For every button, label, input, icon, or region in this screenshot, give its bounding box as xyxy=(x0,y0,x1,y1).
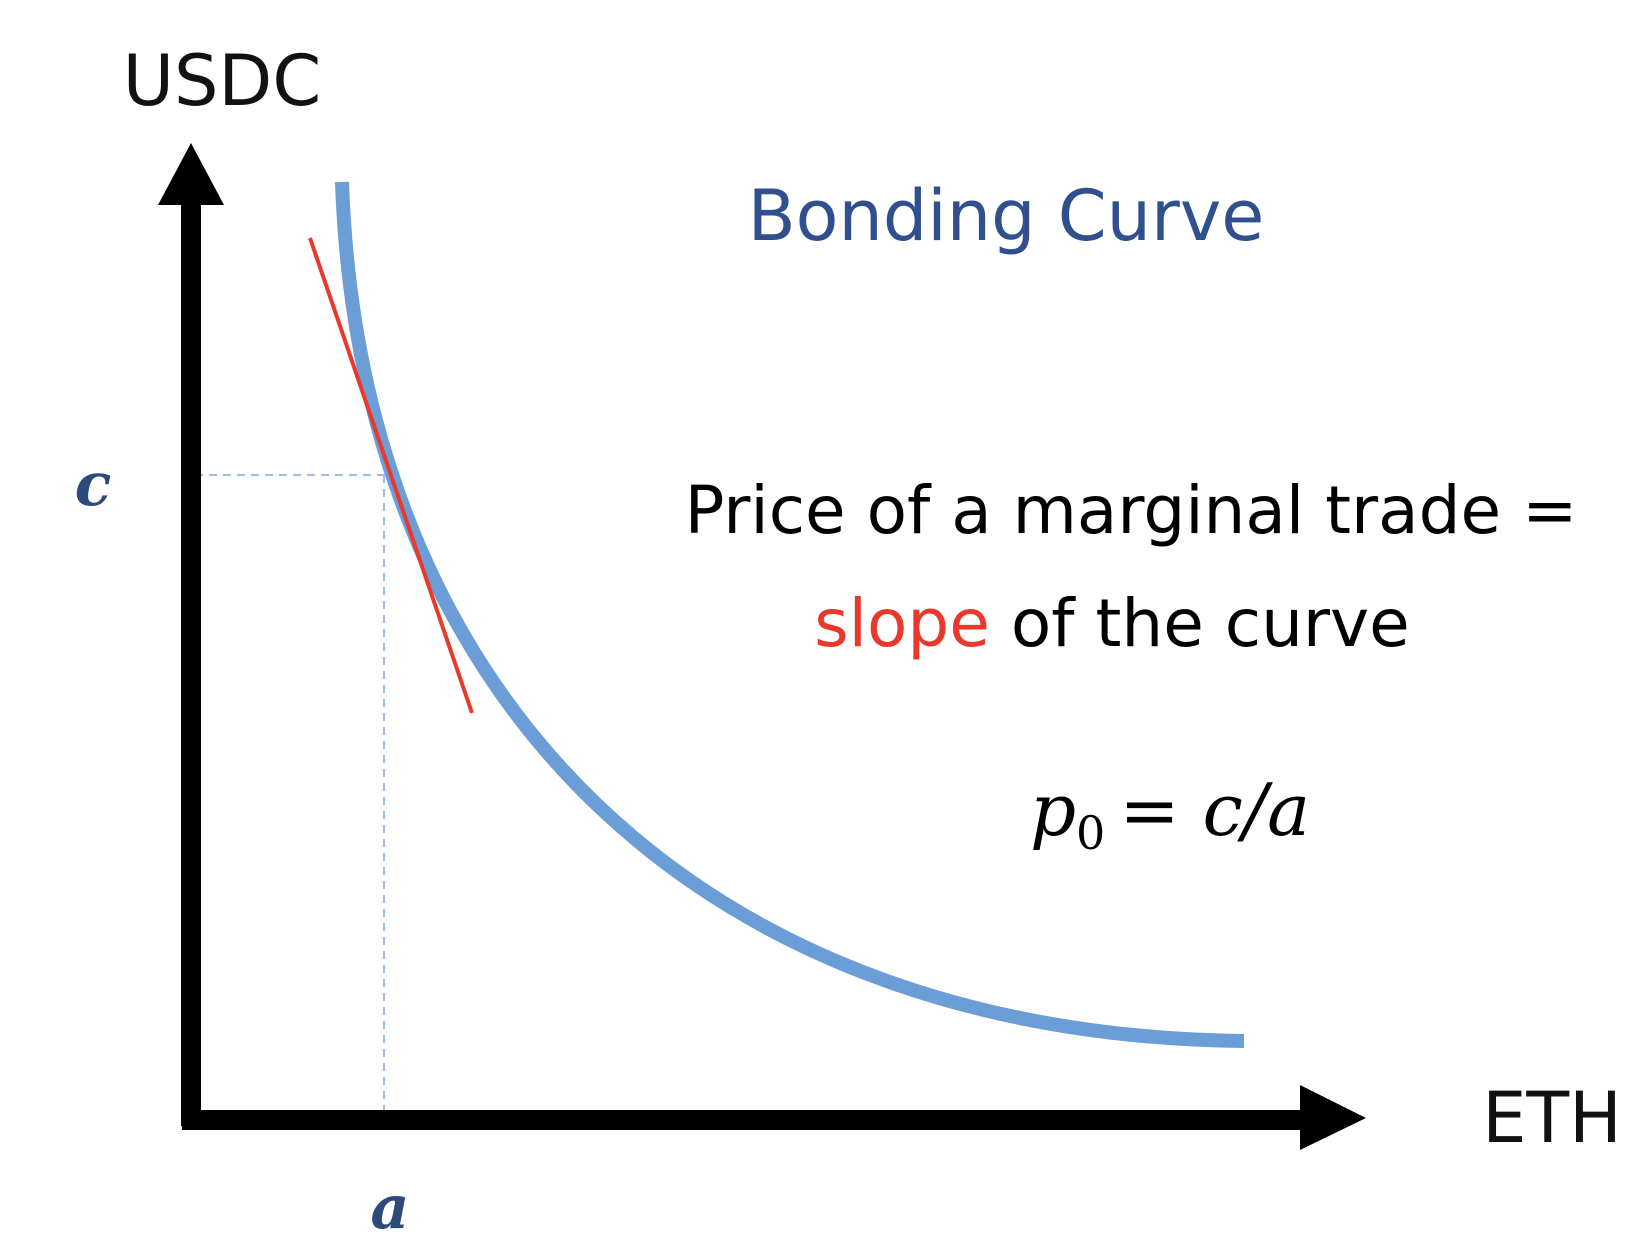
a-label: a xyxy=(371,1173,410,1243)
x-axis-arrow xyxy=(1300,1085,1366,1150)
formula-rest: = c/a xyxy=(1119,768,1310,852)
highlight: slope xyxy=(814,585,990,662)
x-axis-label: ETH xyxy=(1482,1077,1622,1159)
title: Bonding Curve xyxy=(748,175,1265,257)
formula: p0 = c/a xyxy=(1030,768,1310,860)
tangent-line xyxy=(308,237,474,714)
y-axis-arrow xyxy=(158,143,224,205)
y-axis-label: USDC xyxy=(123,40,321,122)
statement-rest: of the curve xyxy=(1011,585,1410,662)
statement-line: slope of the curve xyxy=(814,585,1409,662)
c-label: c xyxy=(75,450,112,520)
statement-line: Price of a marginal trade = xyxy=(685,472,1578,549)
bonding-curve xyxy=(335,181,1245,1048)
formula-base: p xyxy=(1030,768,1076,852)
formula-subscript: 0 xyxy=(1076,806,1105,860)
